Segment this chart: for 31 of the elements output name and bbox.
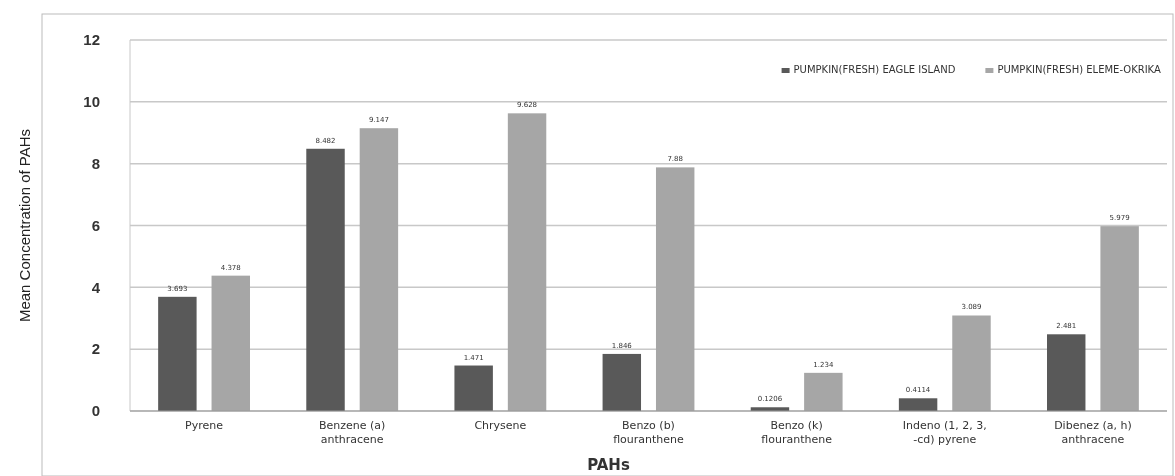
bar [211,275,250,411]
x-tick-label: Pyrene [185,419,224,432]
x-tick-label: Chrysene [474,419,527,432]
y-tick-label: 4 [91,278,101,296]
bar [507,113,547,411]
bar [359,128,399,411]
bar [898,398,938,411]
bar [602,353,642,411]
y-tick-label: 0 [91,402,100,420]
y-tick-label: 8 [91,154,100,172]
x-tick-label: Benzo (b) flouranthene [613,419,685,446]
x-tick-label: Benzene (a) anthracene [319,419,386,446]
bar [1047,334,1086,411]
bar [804,372,843,411]
y-tick-label: 6 [91,216,100,234]
bar [655,167,695,411]
bar [306,148,345,411]
bar [158,296,197,411]
x-tick-label: Dibenez (a, h) anthracene [1054,419,1132,446]
bar [952,315,991,411]
bar [454,365,493,411]
legend-label: PUMPKIN(FRESH) ELEME-OKRIKA [997,64,1161,75]
y-axis-title: Mean Concentration of PAHs [16,128,33,323]
x-axis-title: PAHs [587,456,630,474]
y-tick-label: 10 [83,93,100,111]
x-tick-label: Indeno (1, 2, 3, -cd) pyrene [902,419,987,446]
bar [1100,226,1139,411]
y-tick-label: 12 [83,31,100,49]
y-tick-label: 2 [91,340,100,358]
legend-label: PUMPKIN(FRESH) EAGLE ISLAND [793,64,956,75]
x-tick-label: Benzo (k) flouranthene [761,419,833,446]
